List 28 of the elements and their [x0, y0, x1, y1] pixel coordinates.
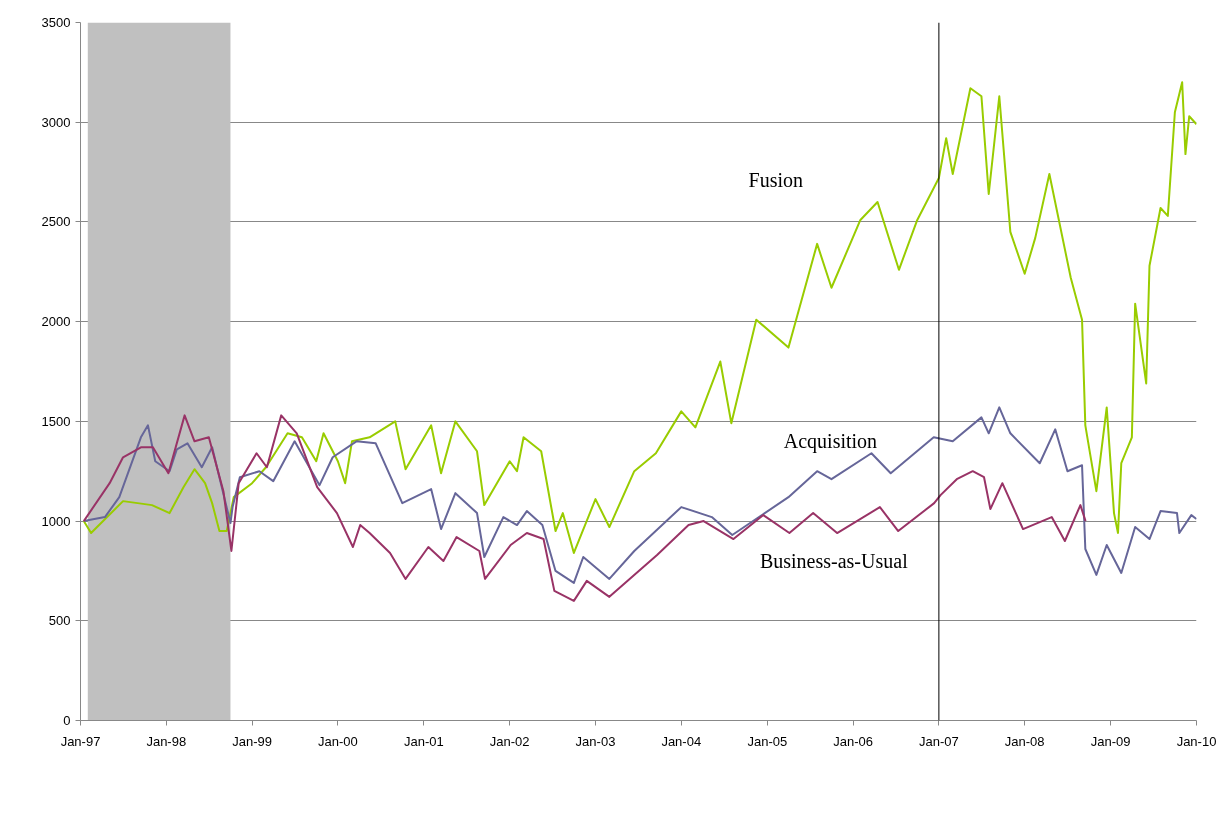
x-tick-label: Jan-08 [1004, 733, 1045, 749]
y-tick-label: 1500 [41, 413, 71, 429]
x-tick-label: Jan-99 [232, 733, 272, 749]
line-series [82, 414, 1087, 602]
y-tick-label: 0 [63, 713, 71, 728]
x-tick-label: Jan-03 [575, 733, 616, 749]
annotation: Fusion [748, 169, 804, 192]
y-tick-label: 3500 [41, 15, 71, 30]
y-tick-label: 2500 [41, 214, 71, 230]
x-tick-label: Jan-06 [833, 733, 873, 749]
y-tick-label: 3000 [41, 114, 71, 130]
annotation: Acquisition [783, 430, 878, 454]
x-tick-label: Jan-04 [661, 733, 702, 749]
x-tick-label: Jan-97 [60, 733, 101, 749]
line-series [82, 81, 1197, 554]
x-tick-label: Jan-10 [1176, 733, 1217, 749]
x-tick-label: Jan-07 [919, 733, 959, 749]
x-tick-label: Jan-01 [404, 733, 444, 749]
annotation: Business-as-Usual [759, 549, 909, 572]
x-tick-label: Jan-00 [318, 733, 358, 749]
x-tick-label: Jan-05 [747, 733, 788, 749]
y-tick-label: 2000 [41, 314, 71, 330]
y-tick-label: 1000 [41, 513, 71, 529]
x-tick-label: Jan-09 [1090, 733, 1131, 749]
y-tick-label: 500 [48, 613, 71, 629]
line-series [82, 406, 1197, 584]
x-tick-label: Jan-02 [489, 733, 530, 749]
x-tick-label: Jan-98 [146, 733, 187, 749]
